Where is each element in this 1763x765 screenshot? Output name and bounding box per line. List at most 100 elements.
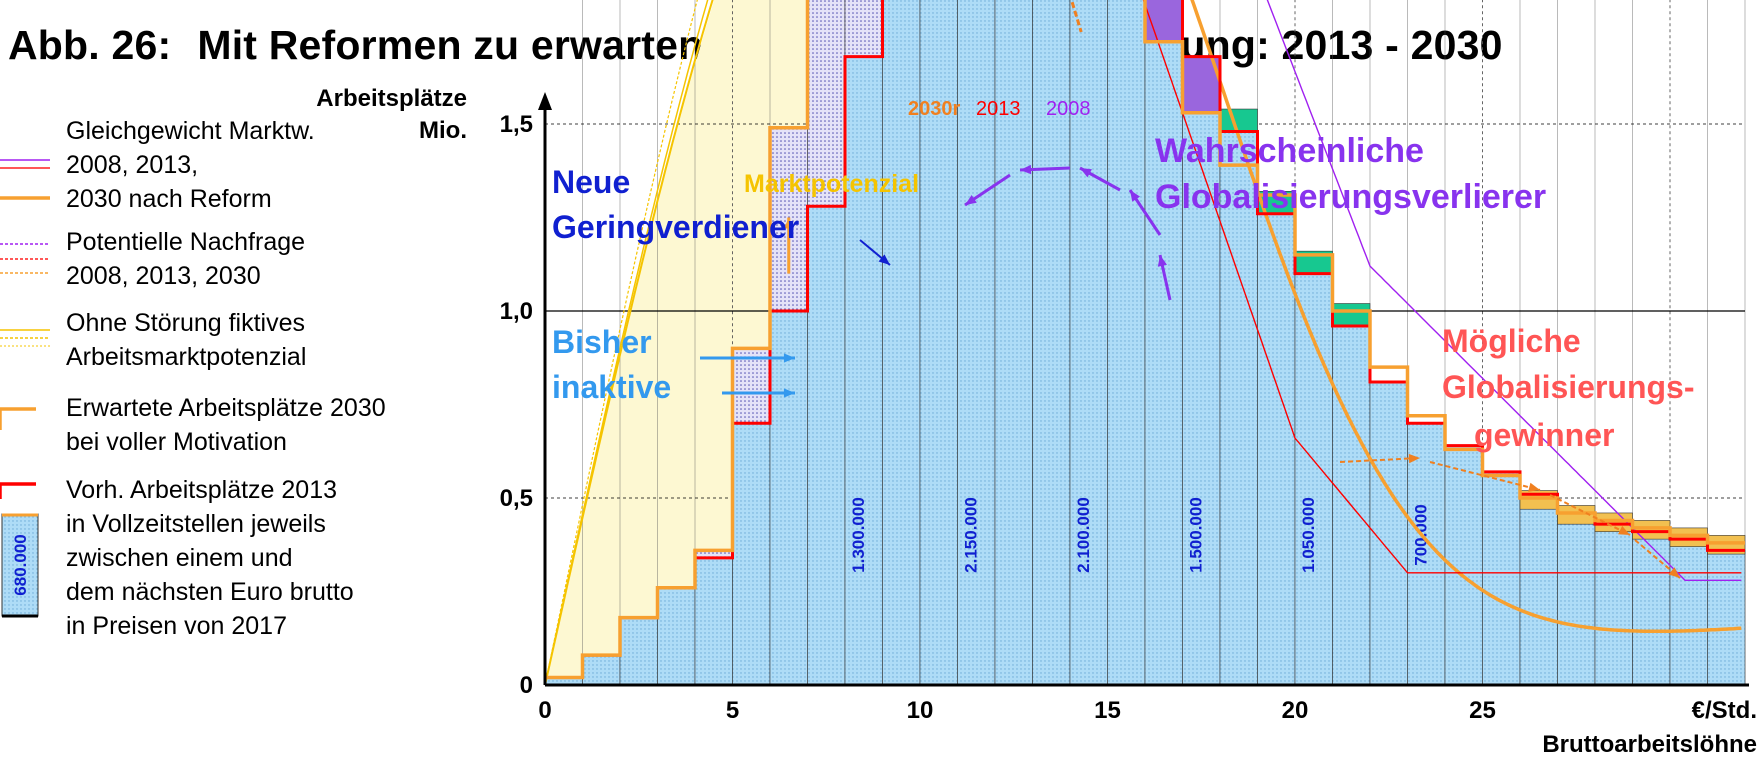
curve-label-2030r: 2030r [908,98,960,120]
arrow-bisher-1-head [783,353,795,363]
arrow-gewinner-2 [1429,461,1541,491]
annotation-arrows [700,164,1681,579]
potential-curve-2030 [544,0,714,686]
legend-swatch-existing-2013 [0,482,36,499]
legend-line: bei voller Motivation [66,428,287,456]
bar-2013 [1669,538,1708,686]
bar-gain-segment [1332,303,1371,327]
bar-2013 [807,205,846,686]
x-tick-label: 15 [1094,697,1121,724]
annotation-wahrscheinliche: Wahrscheinliche [1155,132,1424,170]
bar-2013 [657,587,696,686]
legend-line: Ohne Störung fiktives [66,309,306,337]
bar-2013 [1557,512,1596,686]
y-tick-label: 1,5 [500,111,533,138]
potential-curve-2013 [544,0,709,686]
curve-label-2013: 2013 [976,98,1021,120]
x-tick-label: 25 [1469,697,1496,724]
annotation-globalisierungs: Globalisierungs- [1442,369,1694,405]
annotation-neue: Neue [552,164,630,200]
bar-tail-segment [1669,527,1708,547]
arrow-verlierer-2-head [1130,190,1141,202]
legend-swatch-bar-label: 680.000 [11,534,30,595]
arrow-gewinner-1 [1339,457,1421,463]
bar-2013 [1594,523,1633,686]
x-axis-unit: €/Std. [1692,697,1757,724]
plot-area: 1.300.000 2.150.000 2.100.000 1.500.000 1.05… [500,0,1749,724]
arrow-verlierer-5-head [965,194,977,205]
equilibrium-curve-2030 [1190,0,1742,634]
y-tick-label: 1,0 [500,298,533,325]
legend-line: in Preisen von 2017 [66,612,287,640]
bar-increase-2030 [807,0,846,207]
bar-2013 [1144,0,1183,686]
bar-value-label: 1.050.000 [1299,497,1318,573]
bar-value-label: 1.500.000 [1186,497,1205,573]
legend-swatches: 680.000 [0,159,50,618]
legend-item-expected-2030: Erwartete Arbeitsplätze 2030 bei voller … [66,391,386,459]
annotation-inaktive: inaktive [552,369,671,405]
arrow-verlierer-3-head [1080,168,1092,178]
annotation-marktpotenzial: Marktpotenzial [744,170,919,198]
bar-value-labels: 1.300.000 2.150.000 2.100.000 1.500.000 1.05… [849,497,1431,573]
bar-2013 [882,0,921,686]
x-tick-label: 0 [538,697,551,724]
y-tick-label: 0,5 [500,485,533,512]
x-tick-label: 20 [1282,697,1309,724]
bar-tail-segment [1632,520,1671,540]
bar-2013 [582,654,621,686]
arrow-gewinner-4-head [1668,567,1680,578]
arrow-bisher-2-head [783,388,795,398]
bar-2013 [1519,493,1558,686]
annotation-gewinner: gewinner [1474,417,1614,453]
bar-2013 [1369,381,1408,686]
title-number: Abb. 26: [8,22,172,68]
bar-2013 [619,617,658,686]
arrow-neue-head [878,254,890,265]
legend-line: 2030 nach Reform [66,185,272,213]
x-axis-label: Bruttoarbeitslöhne [1542,731,1757,758]
equilibrium-curve-2008 [1266,0,1742,581]
arrow-up-0-head [784,217,794,229]
legend-line: dem nächsten Euro brutto [66,578,354,606]
bar-2013 [732,422,771,686]
arrow-gewinner-3 [1549,494,1631,536]
bar-2013 [994,0,1033,686]
arrow-verlierer-1-head [1157,255,1167,267]
bar-2013 [1257,213,1296,686]
axes [538,92,1749,687]
legend-line: Potentielle Nachfrage [66,228,306,256]
step-line-2013 [545,0,1745,680]
bar-2013 [844,56,883,686]
arrow-gewinner-2-head [1528,482,1540,492]
bar-value-label: 2.100.000 [1074,497,1093,573]
legend-item-equilibrium: Gleichgewicht Marktw. 2008, 2013, 2030 n… [66,114,315,216]
annotation-geringverdiener: Geringverdiener [552,209,799,245]
legend-item-existing-2013: Vorh. Arbeitsplätze 2013 in Vollzeitstel… [66,473,354,643]
legend-swatch-bar [1,513,39,617]
legend-item-potential: Ohne Störung fiktives Arbeitsmarktpotenz… [66,306,306,374]
arrow-verlierer-4-head [1020,164,1032,175]
bar-2013 [1707,550,1746,686]
y-tick-label: 0 [520,672,533,699]
bar-2013 [1032,0,1071,686]
annotation-globalisierungsverlierer: Globalisierungsverlierer [1155,178,1546,216]
step-line-2030 [545,0,1745,680]
bar-2013 [1069,0,1108,686]
x-tick-label: 5 [726,697,739,724]
legend-item-demand: Potentielle Nachfrage 2008, 2013, 2030 [66,225,305,293]
legend-line: Erwartete Arbeitsplätze 2030 [66,394,386,422]
legend-line: Gleichgewicht Marktw. [66,117,315,145]
bar-2013 [1482,471,1521,686]
x-tick-label: 10 [907,697,934,724]
bar-value-label: 2.150.000 [961,497,980,573]
bar-2013 [957,0,996,686]
legend-line: 2008, 2013, [66,151,199,179]
legend-line: in Vollzeitstellen jeweils [66,510,326,538]
bar-2013 [919,0,958,686]
bar-value-label: 1.300.000 [849,497,868,573]
y-axis-arrow [538,92,552,110]
legend-line: 2008, 2013, 2030 [66,262,261,290]
annotation-bisher: Bisher [552,324,652,360]
